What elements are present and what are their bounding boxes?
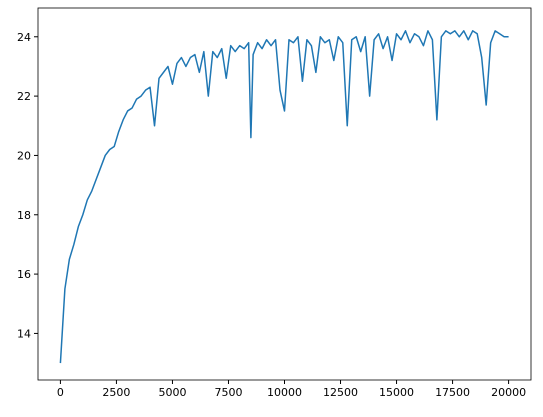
y-tick-label: 20 — [17, 149, 31, 162]
x-tick-label: 15000 — [379, 386, 414, 399]
x-tick-label: 17500 — [435, 386, 470, 399]
x-tick-label: 12500 — [323, 386, 358, 399]
x-tick-label: 0 — [57, 386, 64, 399]
y-tick-label: 16 — [17, 268, 31, 281]
x-tick-label: 2500 — [102, 386, 130, 399]
x-tick-label: 10000 — [267, 386, 302, 399]
y-tick-label: 22 — [17, 90, 31, 103]
y-tick-label: 14 — [17, 327, 31, 340]
x-tick-label: 7500 — [214, 386, 242, 399]
x-tick-label: 5000 — [158, 386, 186, 399]
y-tick-label: 24 — [17, 31, 31, 44]
y-tick-label: 18 — [17, 209, 31, 222]
x-tick-label: 20000 — [491, 386, 526, 399]
line — [59, 30, 509, 364]
plot-frame — [37, 7, 532, 381]
